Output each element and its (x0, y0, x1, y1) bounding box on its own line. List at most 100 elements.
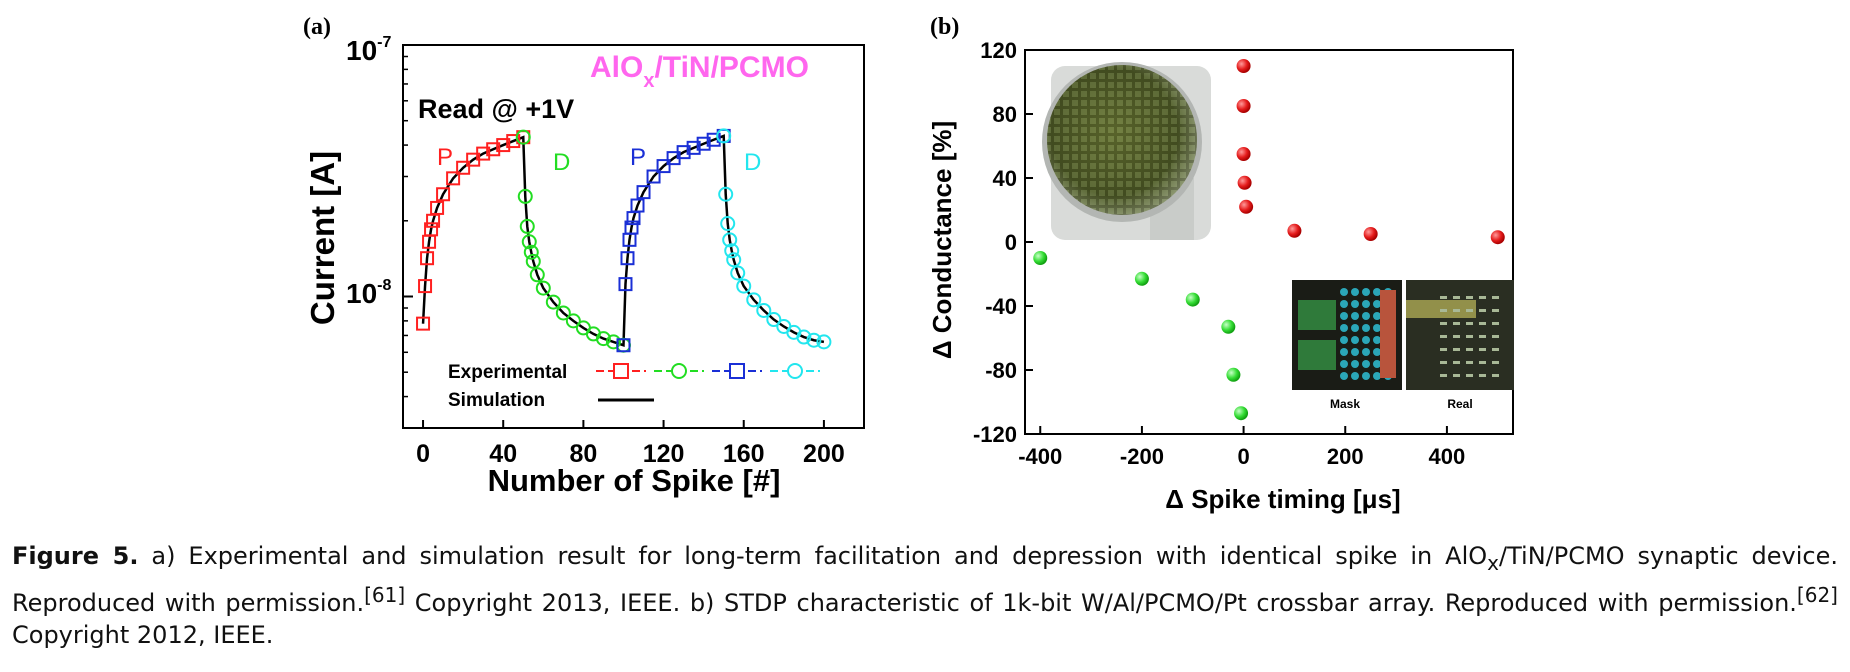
ytick-label-b-1: -80 (985, 358, 1017, 383)
real-cell (1466, 348, 1473, 351)
point-a-s1-10 (565, 313, 581, 329)
real-cell (1440, 361, 1447, 364)
point-a-s3-9 (756, 302, 772, 318)
point-b-s1-0 (1033, 251, 1048, 265)
real-cell (1466, 361, 1473, 364)
mask-cell (1340, 348, 1348, 356)
ytick-label-b-5: 80 (993, 102, 1017, 127)
point-a-s1-6 (529, 267, 545, 283)
real-cell (1479, 348, 1486, 351)
point-a-s1-2 (519, 218, 535, 234)
real-cell (1492, 296, 1499, 299)
point-a-s3-13 (796, 329, 812, 345)
mask-cell (1373, 336, 1381, 344)
mask-cell (1351, 360, 1359, 368)
mask-cell (1373, 312, 1381, 320)
point-b-s1-2 (1185, 292, 1200, 307)
point-a-s3-10 (766, 312, 782, 328)
point-a-s1-0 (515, 129, 531, 145)
data-layer-b (1033, 59, 1505, 421)
point-a-s0-0 (416, 316, 431, 331)
point-a-s2-7 (636, 185, 651, 200)
real-cell (1453, 322, 1460, 325)
legend-experimental-marks (596, 363, 820, 379)
point-b-s1-4 (1226, 367, 1241, 382)
mask-cell (1362, 312, 1370, 320)
panel-a-label: (a) (303, 14, 331, 40)
xtick-label-b-0: -400 (1018, 444, 1062, 469)
mask-cell (1373, 372, 1381, 380)
real-label: Real (1447, 397, 1472, 411)
point-b-s0-3 (1237, 175, 1252, 190)
point-b-s0-7 (1490, 230, 1505, 245)
mask-cell (1351, 336, 1359, 344)
real-cell (1492, 322, 1499, 325)
figure-5: (a) 0 40 80 120 160 200 10-7 10-8 Current [A]… (303, 14, 1514, 514)
xtick-label-b-2: 0 (1237, 444, 1249, 469)
mask-cell (1362, 336, 1370, 344)
real-cell (1492, 374, 1499, 377)
caption-text-2: /TiN/PCMO synaptic device. Reproduced wi… (12, 542, 1839, 617)
mask-cell (1340, 288, 1348, 296)
point-a-s3-4 (724, 243, 740, 259)
point-b-s0-6 (1363, 227, 1378, 241)
mask-block (1298, 340, 1336, 370)
xtick-label-a-2: 80 (569, 440, 597, 468)
mask-cell (1351, 324, 1359, 332)
read-label: Read @ +1V (418, 94, 574, 124)
mask-cell (1351, 288, 1359, 296)
point-a-s3-14 (806, 332, 822, 348)
tick-marks-a: 0 40 80 120 160 200 (403, 44, 845, 468)
point-a-s0-1 (418, 279, 433, 294)
mask-block (1298, 300, 1336, 330)
point-a-s1-4 (523, 244, 539, 260)
mask-cell (1340, 372, 1348, 380)
mask-cell (1362, 288, 1370, 296)
real-cell (1492, 348, 1499, 351)
mask-cell (1373, 300, 1381, 308)
point-a-s2-4 (624, 220, 639, 235)
point-a-s0-2 (420, 251, 435, 266)
point-b-s0-2 (1236, 147, 1251, 161)
caption-text-4: Copyright 2012, IEEE. (12, 620, 274, 649)
point-a-s3-5 (726, 252, 742, 268)
legend-label-simulation: Simulation (448, 390, 545, 411)
point-a-s0-8 (446, 171, 461, 186)
point-a-s0-6 (430, 200, 445, 215)
mask-cell (1362, 300, 1370, 308)
x-axis-label-a: Number of Spike [#] (488, 463, 781, 498)
real-cell (1440, 348, 1447, 351)
real-cell (1479, 322, 1486, 325)
real-cell (1440, 335, 1447, 338)
real-cell (1479, 296, 1486, 299)
point-b-s1-3 (1221, 319, 1236, 334)
point-a-s2-6 (630, 198, 645, 213)
wafer-photo-inset (1042, 62, 1211, 240)
real-cell (1466, 374, 1473, 377)
segment-label-p1: P (437, 144, 453, 171)
point-a-s3-8 (746, 292, 762, 308)
data-layer-a (416, 128, 832, 353)
xtick-label-b-4: 400 (1429, 444, 1466, 469)
point-a-s0-4 (424, 222, 439, 237)
point-b-s1-5 (1234, 406, 1249, 421)
point-a-s1-3 (521, 234, 537, 250)
real-cell (1440, 374, 1447, 377)
point-a-s3-0 (716, 128, 732, 144)
xtick-label-a-1: 40 (489, 440, 517, 468)
mask-cell (1362, 360, 1370, 368)
mask-cell (1362, 324, 1370, 332)
point-a-s2-11 (676, 145, 691, 160)
mask-cell (1340, 360, 1348, 368)
real-cell (1453, 374, 1460, 377)
xtick-label-a-3: 120 (643, 440, 685, 468)
legend-a: Experimental Simulation (448, 362, 820, 411)
real-cell (1479, 335, 1486, 338)
mask-cell (1340, 324, 1348, 332)
y-axis-label-b: Δ Conductance [%] (927, 121, 957, 359)
point-a-s2-9 (656, 159, 671, 174)
y-axis-label-a: Current [A] (304, 151, 341, 325)
legend-marker-0 (613, 363, 629, 379)
panel-b-label: (b) (930, 14, 959, 40)
